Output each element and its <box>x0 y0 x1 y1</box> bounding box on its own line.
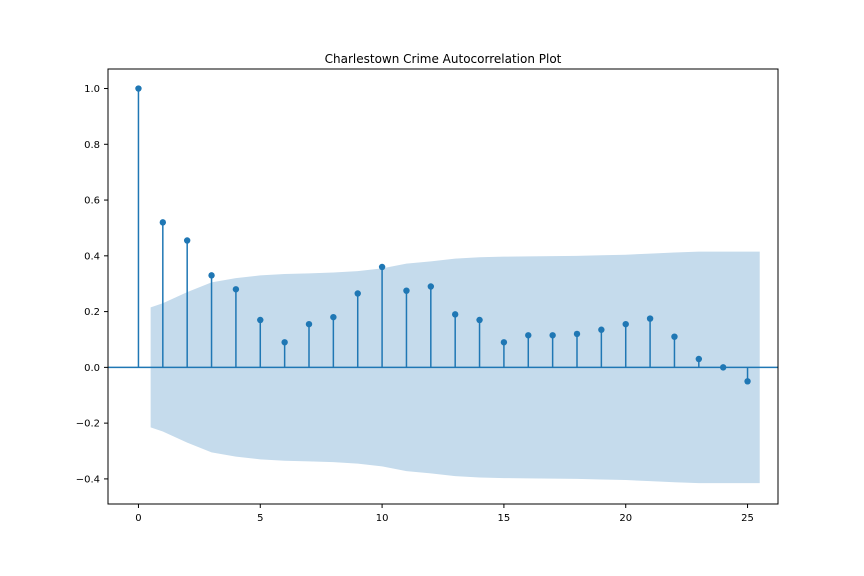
stem-marker-lag-23 <box>695 355 703 363</box>
stem-marker-lag-16 <box>525 332 532 339</box>
stem-marker-lag-0 <box>135 85 142 92</box>
stem-marker-lag-20 <box>622 320 629 328</box>
stem-marker-lag-21 <box>646 315 654 322</box>
y-tick-label: 0.8 <box>84 140 100 151</box>
stem-marker-lag-6 <box>281 339 288 346</box>
stem-layer <box>135 85 751 385</box>
stem-marker-lag-2 <box>183 237 191 244</box>
x-tick-label: 0 <box>135 513 141 524</box>
axes-layer <box>107 68 779 505</box>
stem-marker-lag-8 <box>330 313 337 321</box>
stem-marker-lag-10 <box>378 263 386 271</box>
stem-marker-lag-11 <box>403 287 410 294</box>
stem-marker-lag-22 <box>671 333 678 340</box>
stem-marker-lag-24 <box>719 364 727 371</box>
x-tick-label: 15 <box>498 513 511 524</box>
y-tick-label: 1.0 <box>84 84 100 95</box>
stem-marker-lag-14 <box>476 316 483 324</box>
stem-marker-lag-12 <box>427 283 435 290</box>
stem-marker-lag-13 <box>451 311 459 318</box>
stem-marker-lag-1 <box>159 219 167 226</box>
y-tick-label: −0.2 <box>76 419 100 430</box>
x-tick-label: 10 <box>376 513 389 524</box>
stem-marker-lag-3 <box>208 272 215 279</box>
plot-frame <box>107 68 779 505</box>
y-tick-label: 0.6 <box>84 196 100 207</box>
x-tick-label: 5 <box>257 513 263 524</box>
stem-marker-lag-5 <box>257 316 264 324</box>
stem-marker-lag-9 <box>354 290 361 297</box>
stem-marker-lag-25 <box>744 378 751 385</box>
y-tick-label: 0.4 <box>84 251 100 262</box>
stem-marker-lag-15 <box>500 339 508 346</box>
y-tick-label: 0.0 <box>84 363 100 374</box>
chart-title: Charlestown Crime Autocorrelation Plot <box>325 52 562 66</box>
tick-layer: 0 5 10 15 20 25 1.0 0.8 0.6 0.4 0.2 0.0 −0.2 −0.4 <box>76 84 754 524</box>
x-tick-label: 20 <box>619 513 632 524</box>
y-tick-label: 0.2 <box>84 307 100 318</box>
stem-marker-lag-17 <box>549 332 556 339</box>
stem-marker-lag-19 <box>598 326 605 333</box>
x-tick-label: 25 <box>741 513 754 524</box>
stem-marker-lag-7 <box>305 320 313 328</box>
stem-marker-lag-18 <box>573 330 581 338</box>
stem-marker-lag-4 <box>232 286 240 293</box>
y-tick-label: −0.4 <box>76 474 100 485</box>
